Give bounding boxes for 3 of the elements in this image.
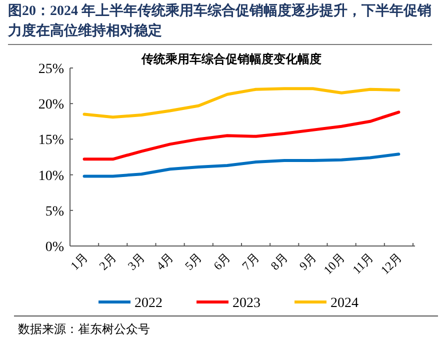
subtitle: 传统乘用车综合促销幅度变化幅度 <box>142 52 322 66</box>
annotation: 数据来源：崔东树公众号 <box>18 322 150 336</box>
title: 图20：2024 年上半年传统乘用车综合促销幅度逐步提升，下半年促销力度在高位维持相对稳定 <box>8 2 432 45</box>
